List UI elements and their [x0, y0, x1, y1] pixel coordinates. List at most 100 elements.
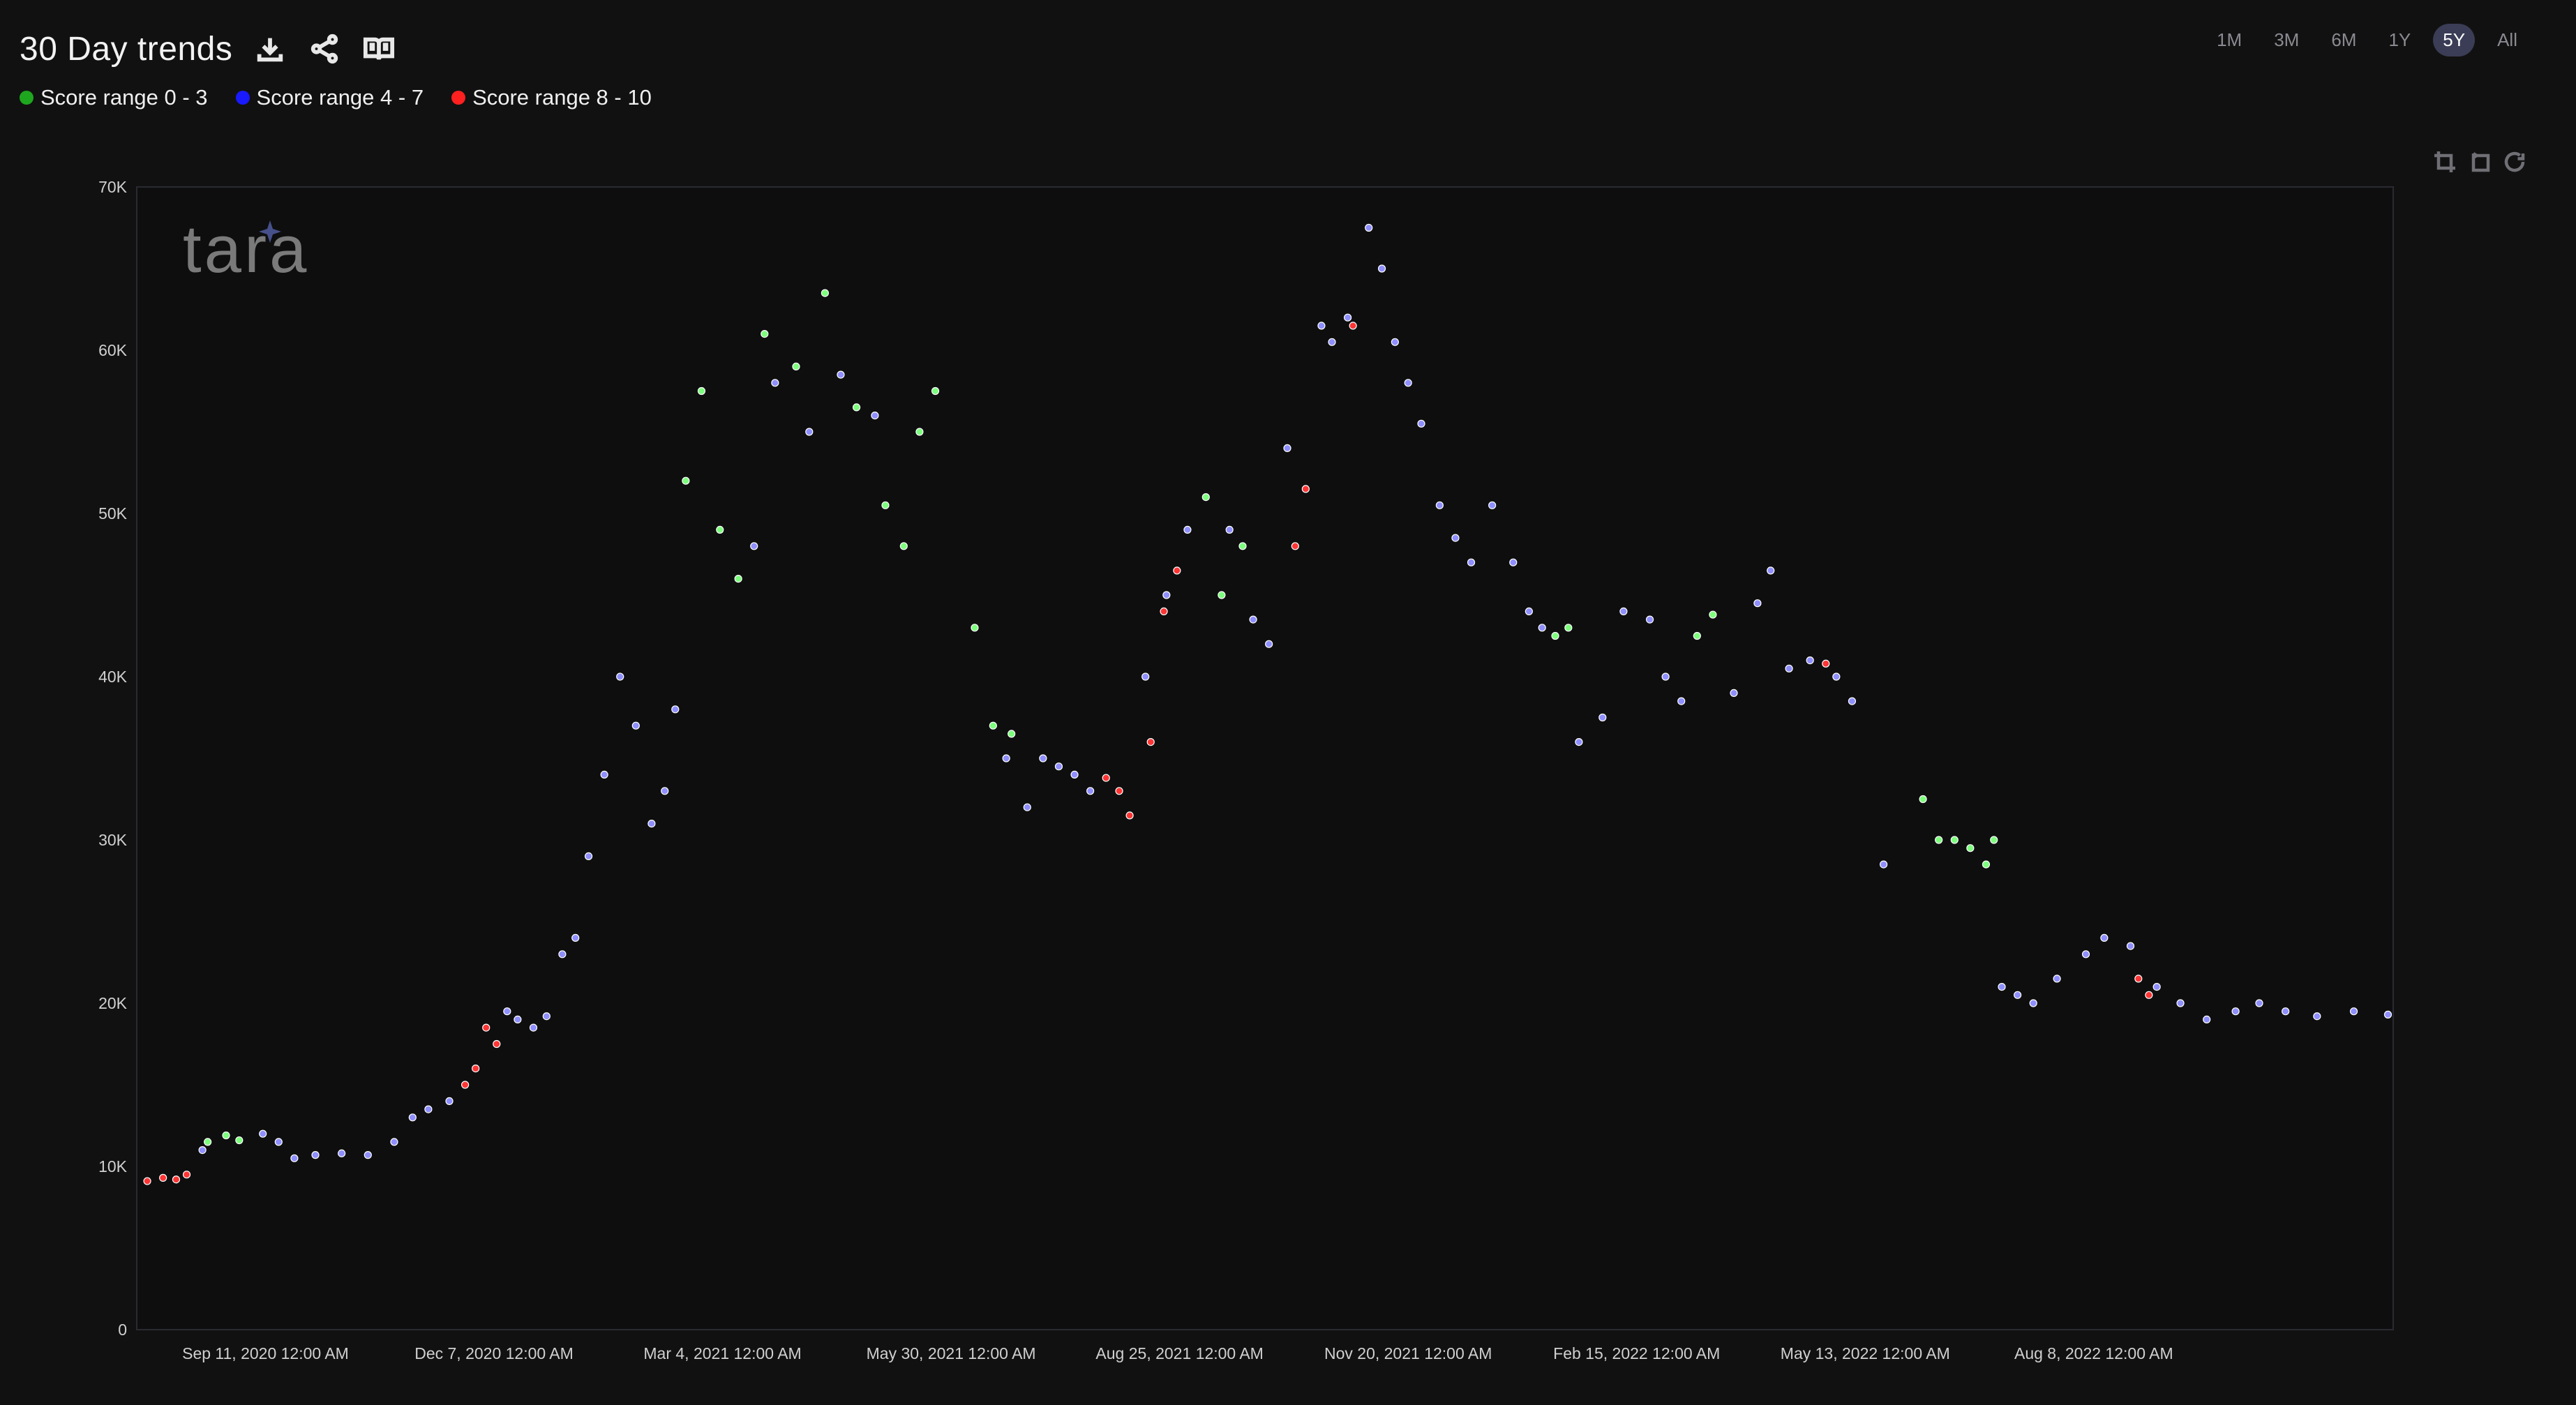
data-point-4-7[interactable]: [1435, 501, 1444, 509]
data-point-4-7[interactable]: [2203, 1015, 2211, 1024]
data-point-4-7[interactable]: [274, 1138, 283, 1146]
data-point-4-7[interactable]: [259, 1129, 267, 1138]
data-point-4-7[interactable]: [1509, 558, 1518, 566]
data-point-0-3[interactable]: [821, 289, 829, 297]
data-point-4-7[interactable]: [2053, 975, 2061, 983]
range-button-1m[interactable]: 1M: [2217, 29, 2242, 50]
data-point-4-7[interactable]: [1730, 689, 1738, 698]
data-point-4-7[interactable]: [771, 379, 779, 387]
data-point-0-3[interactable]: [1982, 860, 1991, 869]
data-point-4-7[interactable]: [600, 770, 608, 779]
data-point-8-10[interactable]: [1102, 774, 1110, 782]
data-point-8-10[interactable]: [461, 1081, 470, 1089]
data-point-0-3[interactable]: [1218, 591, 1226, 599]
data-point-0-3[interactable]: [852, 403, 861, 412]
data-point-4-7[interactable]: [290, 1154, 299, 1162]
data-point-4-7[interactable]: [631, 721, 640, 730]
data-point-0-3[interactable]: [1693, 631, 1701, 640]
data-point-4-7[interactable]: [1538, 624, 1546, 632]
data-point-8-10[interactable]: [2145, 991, 2153, 999]
data-point-4-7[interactable]: [671, 705, 680, 714]
data-point-8-10[interactable]: [1822, 659, 1830, 668]
data-point-4-7[interactable]: [2282, 1007, 2290, 1016]
data-point-4-7[interactable]: [2313, 1012, 2321, 1021]
data-point-8-10[interactable]: [143, 1177, 151, 1185]
data-point-4-7[interactable]: [1998, 982, 2006, 991]
data-point-4-7[interactable]: [390, 1138, 398, 1146]
data-point-8-10[interactable]: [493, 1039, 501, 1049]
data-point-4-7[interactable]: [445, 1097, 454, 1106]
data-point-4-7[interactable]: [1488, 501, 1497, 509]
data-point-4-7[interactable]: [1661, 673, 1670, 681]
data-point-0-3[interactable]: [1919, 795, 1927, 804]
data-point-8-10[interactable]: [1173, 566, 1181, 575]
range-button-6m[interactable]: 6M: [2331, 29, 2357, 50]
data-point-4-7[interactable]: [2029, 999, 2037, 1007]
data-point-4-7[interactable]: [364, 1151, 372, 1159]
data-point-4-7[interactable]: [424, 1105, 433, 1113]
data-point-0-3[interactable]: [682, 476, 690, 485]
data-point-0-3[interactable]: [881, 501, 890, 509]
data-point-4-7[interactable]: [1162, 591, 1171, 599]
share-icon[interactable]: [308, 32, 341, 66]
data-point-8-10[interactable]: [1115, 787, 1123, 795]
data-point-4-7[interactable]: [1225, 525, 1234, 534]
data-point-8-10[interactable]: [1291, 542, 1299, 550]
data-point-8-10[interactable]: [182, 1171, 191, 1179]
data-point-4-7[interactable]: [2126, 942, 2135, 950]
data-point-4-7[interactable]: [1086, 787, 1095, 795]
data-point-0-3[interactable]: [235, 1136, 244, 1145]
range-button-3m[interactable]: 3M: [2274, 29, 2300, 50]
data-point-8-10[interactable]: [1301, 485, 1310, 493]
data-point-8-10[interactable]: [2134, 975, 2143, 983]
data-point-4-7[interactable]: [1677, 697, 1686, 705]
data-point-4-7[interactable]: [837, 370, 845, 379]
data-point-0-3[interactable]: [1935, 836, 1943, 844]
data-point-4-7[interactable]: [1002, 754, 1010, 762]
reset-icon[interactable]: [2502, 149, 2527, 174]
data-point-4-7[interactable]: [1265, 640, 1273, 648]
data-point-4-7[interactable]: [2349, 1007, 2358, 1016]
data-point-4-7[interactable]: [1848, 697, 1857, 705]
data-point-4-7[interactable]: [2176, 999, 2185, 1007]
legend-item-range-8-10[interactable]: Score range 8 - 10: [451, 85, 652, 110]
data-point-0-3[interactable]: [1008, 730, 1016, 738]
data-point-4-7[interactable]: [1343, 313, 1352, 322]
data-point-4-7[interactable]: [198, 1145, 207, 1155]
data-point-0-3[interactable]: [761, 330, 769, 338]
data-point-4-7[interactable]: [2100, 933, 2109, 942]
data-point-4-7[interactable]: [1467, 558, 1476, 566]
data-point-4-7[interactable]: [1767, 566, 1775, 575]
zoom-in-icon[interactable]: [2432, 149, 2457, 174]
data-point-4-7[interactable]: [1141, 673, 1150, 681]
data-point-4-7[interactable]: [1645, 615, 1654, 624]
data-point-4-7[interactable]: [571, 933, 580, 942]
data-point-4-7[interactable]: [1377, 264, 1386, 273]
data-point-8-10[interactable]: [482, 1023, 491, 1032]
data-point-4-7[interactable]: [1806, 656, 1814, 665]
data-point-8-10[interactable]: [1349, 322, 1357, 330]
zoom-back-icon[interactable]: [2467, 149, 2492, 174]
data-point-0-3[interactable]: [1551, 631, 1559, 640]
download-icon[interactable]: [253, 32, 287, 66]
data-point-4-7[interactable]: [558, 950, 567, 959]
data-point-4-7[interactable]: [616, 673, 624, 681]
data-point-4-7[interactable]: [503, 1007, 511, 1016]
data-point-4-7[interactable]: [1070, 770, 1079, 779]
data-point-4-7[interactable]: [2383, 1010, 2392, 1019]
data-point-4-7[interactable]: [1575, 737, 1583, 746]
data-point-4-7[interactable]: [1317, 322, 1326, 330]
data-point-4-7[interactable]: [2014, 991, 2022, 999]
data-point-4-7[interactable]: [1039, 754, 1047, 762]
data-point-0-3[interactable]: [1238, 542, 1247, 550]
data-point-0-3[interactable]: [1709, 610, 1717, 619]
data-point-0-3[interactable]: [204, 1138, 212, 1146]
data-point-4-7[interactable]: [338, 1149, 346, 1157]
range-button-5y[interactable]: 5Y: [2433, 24, 2476, 57]
legend-item-range-4-7[interactable]: Score range 4 - 7: [235, 85, 424, 110]
data-point-4-7[interactable]: [408, 1113, 417, 1122]
data-point-4-7[interactable]: [1417, 419, 1425, 428]
data-point-4-7[interactable]: [1249, 615, 1257, 624]
data-point-4-7[interactable]: [1054, 762, 1063, 771]
data-point-0-3[interactable]: [222, 1131, 230, 1140]
